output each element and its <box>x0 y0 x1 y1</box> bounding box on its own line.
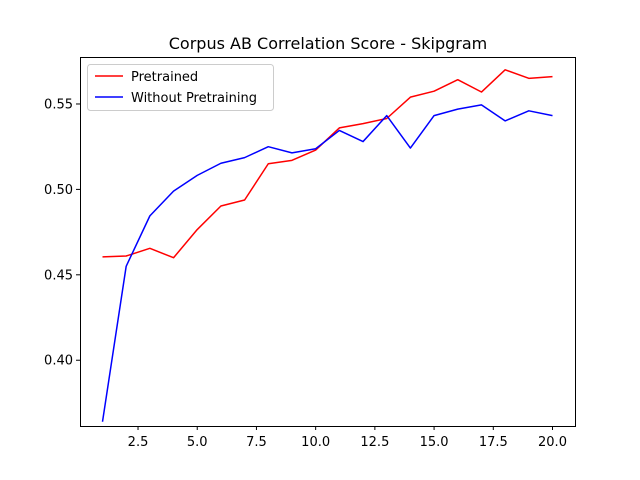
y-axis: 0.40 0.45 0.50 0.55 <box>44 97 81 369</box>
x-tick-label: 7.5 <box>246 435 267 450</box>
y-tick-label: 0.50 <box>44 183 73 198</box>
legend-label-pretrained: Pretrained <box>131 70 198 85</box>
x-tick-label: 10.0 <box>301 435 330 450</box>
x-tick-label: 20.0 <box>538 435 567 450</box>
y-tick-label: 0.55 <box>44 97 73 112</box>
x-axis: 2.5 5.0 7.5 10.0 12.5 15.0 17.5 20.0 <box>128 426 567 450</box>
x-tick-label: 17.5 <box>479 435 508 450</box>
chart-title: Corpus AB Correlation Score - Skipgram <box>169 34 487 53</box>
y-tick-label: 0.40 <box>44 354 73 369</box>
x-tick-label: 15.0 <box>420 435 449 450</box>
x-tick-label: 2.5 <box>128 435 149 450</box>
legend: Pretrained Without Pretraining <box>87 64 274 111</box>
plot-lines <box>101 69 553 422</box>
plot-frame <box>80 57 576 427</box>
x-tick-label: 12.5 <box>360 435 389 450</box>
x-tick-label: 5.0 <box>187 435 208 450</box>
legend-label-without-pretraining: Without Pretraining <box>131 91 257 106</box>
series-line-1 <box>101 104 553 422</box>
y-tick-label: 0.45 <box>44 268 73 283</box>
legend-box <box>87 64 274 111</box>
